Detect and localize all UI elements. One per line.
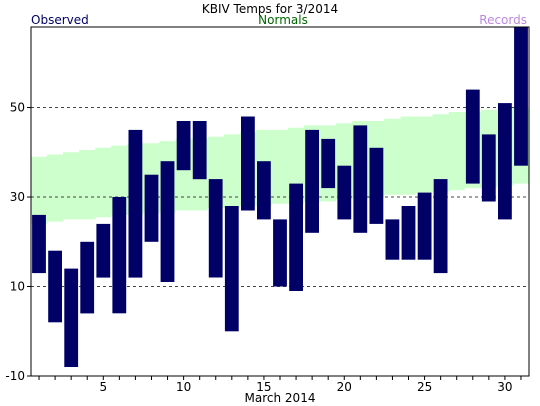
chart-title: KBIV Temps for 3/2014 — [202, 2, 338, 16]
x-tick-label: 30 — [497, 380, 512, 394]
observed-bar — [369, 147, 384, 224]
observed-bar — [128, 129, 143, 278]
observed-bar — [112, 197, 127, 314]
observed-bar — [289, 183, 303, 291]
x-tick-label: 15 — [256, 380, 271, 394]
observed-bar — [514, 27, 528, 166]
y-tick-label: 10 — [10, 280, 25, 294]
observed-bar — [241, 116, 255, 211]
y-tick-label: 30 — [10, 190, 25, 204]
observed-bar — [417, 192, 432, 260]
observed-bars-layer — [32, 27, 528, 367]
observed-bar — [305, 129, 319, 233]
axis-layer: -10 10 30 50 5 10 15 20 25 30 — [5, 101, 522, 394]
observed-bar — [353, 125, 368, 233]
observed-bar — [160, 161, 175, 282]
observed-bar — [481, 134, 496, 202]
observed-bar — [273, 219, 287, 287]
legend-observed: Observed — [31, 13, 89, 27]
legend-normals: Normals — [258, 13, 308, 27]
x-tick-label: 10 — [176, 380, 191, 394]
observed-bar — [208, 179, 223, 278]
x-tick-label: 20 — [337, 380, 352, 394]
observed-bar — [80, 241, 95, 314]
x-axis-label: March 2014 — [245, 391, 316, 405]
normals-band — [31, 107, 529, 224]
x-tick-label: 5 — [99, 380, 107, 394]
y-tick-label: -10 — [5, 369, 25, 383]
legend-records: Records — [479, 13, 527, 27]
observed-bar — [257, 161, 271, 220]
observed-bar — [337, 165, 352, 220]
observed-bar — [176, 121, 191, 171]
observed-bar — [224, 206, 239, 332]
observed-bar — [192, 121, 207, 180]
observed-bar — [401, 206, 416, 260]
observed-bar — [144, 174, 159, 242]
observed-bar — [321, 138, 336, 189]
observed-bar — [96, 223, 111, 278]
y-tick-label: 50 — [10, 101, 25, 115]
normals-band-layer — [31, 107, 529, 224]
observed-bar — [32, 214, 46, 274]
observed-bar — [385, 219, 400, 260]
observed-bar — [498, 103, 512, 220]
observed-bar — [465, 89, 480, 184]
observed-bar — [64, 268, 79, 367]
observed-bar — [48, 250, 62, 323]
x-tick-label: 25 — [417, 380, 432, 394]
observed-bar — [433, 179, 448, 274]
